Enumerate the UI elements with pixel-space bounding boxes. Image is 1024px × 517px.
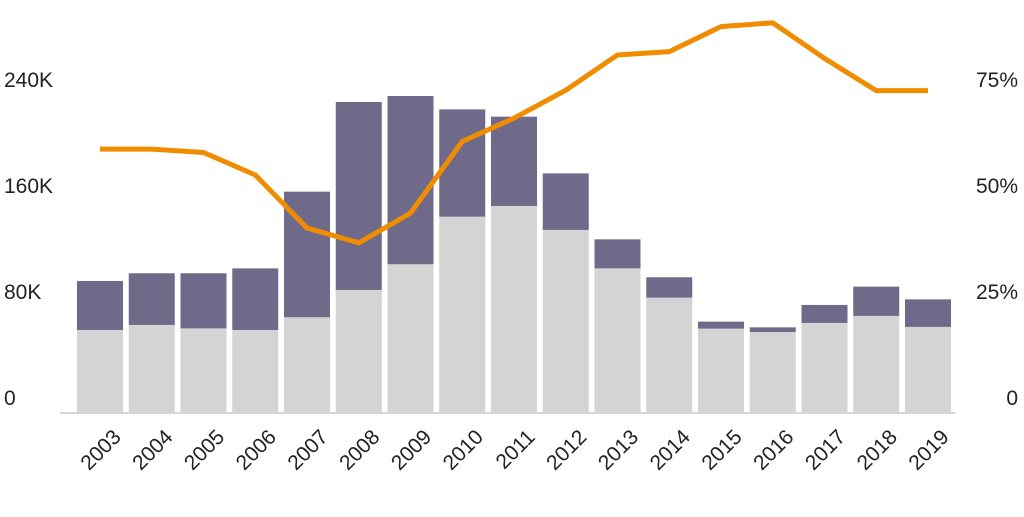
x-axis-tick-label: 2018 — [853, 425, 902, 474]
bar-segment-2008-0 — [336, 290, 382, 412]
x-axis-tick-label: 2010 — [439, 425, 488, 474]
left-axis-tick-label: 160K — [4, 175, 53, 198]
bar-segment-2012-1 — [543, 173, 589, 230]
x-axis-tick-label: 2004 — [128, 425, 178, 475]
bar-segment-2009-0 — [388, 264, 434, 412]
bar-segment-2006-0 — [232, 330, 278, 412]
bar-segment-2011-0 — [491, 206, 537, 412]
x-axis-tick-label: 2006 — [232, 425, 281, 474]
bar-segment-2003-0 — [77, 330, 123, 412]
x-axis-tick-label: 2009 — [387, 425, 436, 474]
bar-segment-2017-1 — [802, 305, 848, 323]
x-axis-tick-label: 2011 — [492, 425, 540, 473]
x-axis-tick-label: 2008 — [335, 425, 384, 474]
x-axis-tick-label: 2005 — [180, 425, 229, 474]
bar-segment-2015-0 — [698, 329, 744, 412]
bar-segment-2005-1 — [181, 273, 227, 328]
left-axis-tick-label: 0 — [4, 387, 16, 410]
right-axis-tick-label: 0 — [1006, 387, 1018, 410]
bar-segment-2004-0 — [129, 325, 175, 412]
bar-segment-2018-1 — [853, 287, 899, 316]
x-axis-tick-label: 2003 — [76, 425, 125, 474]
right-axis-tick-label: 50% — [976, 175, 1018, 198]
bar-segment-2013-0 — [595, 268, 641, 412]
bar-segment-2014-0 — [646, 298, 692, 412]
left-axis-tick-label: 80K — [4, 281, 41, 304]
bar-segment-2009-1 — [388, 96, 434, 264]
bar-segment-2005-0 — [181, 328, 227, 412]
bar-segment-2014-1 — [646, 277, 692, 297]
x-axis-tick-label: 2017 — [801, 425, 850, 474]
right-axis-tick-label: 75% — [976, 69, 1018, 92]
bar-segment-2018-0 — [853, 316, 899, 412]
x-axis-tick-label: 2012 — [542, 425, 591, 474]
bar-segment-2017-0 — [802, 323, 848, 412]
x-axis-tick-label: 2013 — [594, 425, 643, 474]
left-axis-tick-label: 240K — [4, 69, 53, 92]
x-axis-tick-label: 2016 — [749, 425, 798, 474]
bar-segment-2006-1 — [232, 268, 278, 330]
bar-segment-2008-1 — [336, 102, 382, 290]
bar-segment-2012-0 — [543, 230, 589, 412]
bar-segment-2013-1 — [595, 239, 641, 268]
bar-segment-2003-1 — [77, 281, 123, 330]
bar-segment-2019-1 — [905, 299, 951, 327]
x-axis-tick-label: 2015 — [697, 425, 746, 474]
bar-segment-2007-0 — [284, 317, 330, 412]
bar-segment-2016-0 — [750, 332, 796, 412]
bar-segment-2016-1 — [750, 327, 796, 332]
x-axis-tick-label: 2014 — [646, 425, 696, 475]
x-axis-tick-label: 2007 — [283, 425, 332, 474]
x-axis-tick-label: 2019 — [904, 425, 953, 474]
bar-segment-2004-1 — [129, 273, 175, 325]
bar-segment-2010-0 — [439, 217, 485, 412]
bar-segment-2015-1 — [698, 322, 744, 329]
right-axis-tick-label: 25% — [976, 281, 1018, 304]
bar-segment-2019-0 — [905, 327, 951, 412]
bar-segment-2011-1 — [491, 117, 537, 206]
